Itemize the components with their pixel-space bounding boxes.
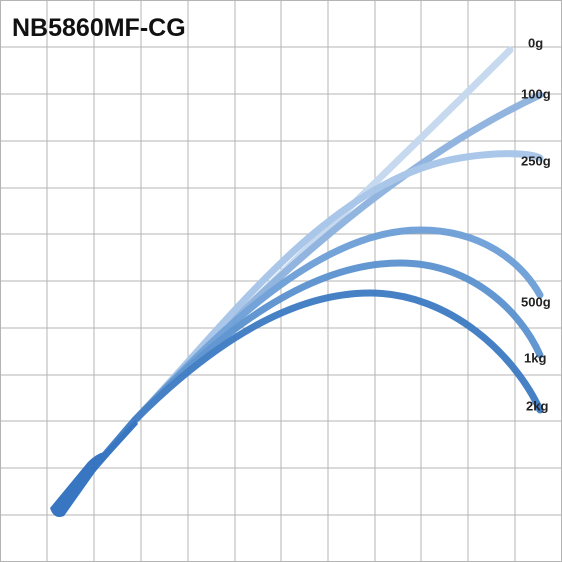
curves xyxy=(50,46,544,517)
title: NB5860MF-CG xyxy=(12,14,186,42)
curve-1kg xyxy=(53,259,544,515)
rod-butt xyxy=(50,420,138,517)
curve-label: 1kg xyxy=(524,350,546,365)
curve-label: 100g xyxy=(521,86,551,101)
curve-label: 0g xyxy=(528,35,543,50)
curve-2kg xyxy=(53,289,544,515)
curve-label: 2kg xyxy=(526,398,548,413)
curve-label: 500g xyxy=(521,294,551,309)
curve-label: 250g xyxy=(521,153,551,168)
